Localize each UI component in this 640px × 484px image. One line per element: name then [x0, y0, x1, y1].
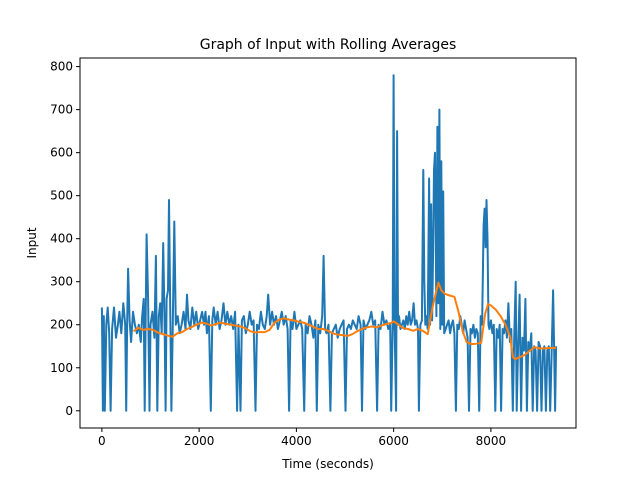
y-axis: 0 100 200 300 400 500 600 700 800	[50, 60, 80, 418]
y-tick-label: 800	[50, 60, 73, 74]
x-tick-label: 4000	[281, 434, 312, 448]
y-tick-label: 500	[50, 189, 73, 203]
series-layer	[100, 74, 558, 412]
x-tick-label: 8000	[476, 434, 507, 448]
x-tick-label: 0	[98, 434, 106, 448]
x-tick-label: 2000	[184, 434, 215, 448]
x-axis-label: Time (seconds)	[281, 457, 374, 471]
plot-frame	[79, 57, 577, 429]
y-tick-label: 700	[50, 103, 73, 117]
y-tick-label: 0	[65, 404, 73, 418]
y-tick-label: 300	[50, 275, 73, 289]
y-tick-label: 400	[50, 232, 73, 246]
x-tick-label: 6000	[378, 434, 409, 448]
y-tick-label: 600	[50, 146, 73, 160]
series-line-1	[100, 74, 558, 412]
series-line-2	[132, 281, 557, 361]
chart-title: Graph of Input with Rolling Averages	[200, 37, 457, 53]
y-tick-label: 100	[50, 361, 73, 375]
y-tick-label: 200	[50, 318, 73, 332]
x-axis: 0 2000 4000 6000 8000	[98, 428, 506, 448]
y-axis-label: Input	[25, 227, 39, 258]
